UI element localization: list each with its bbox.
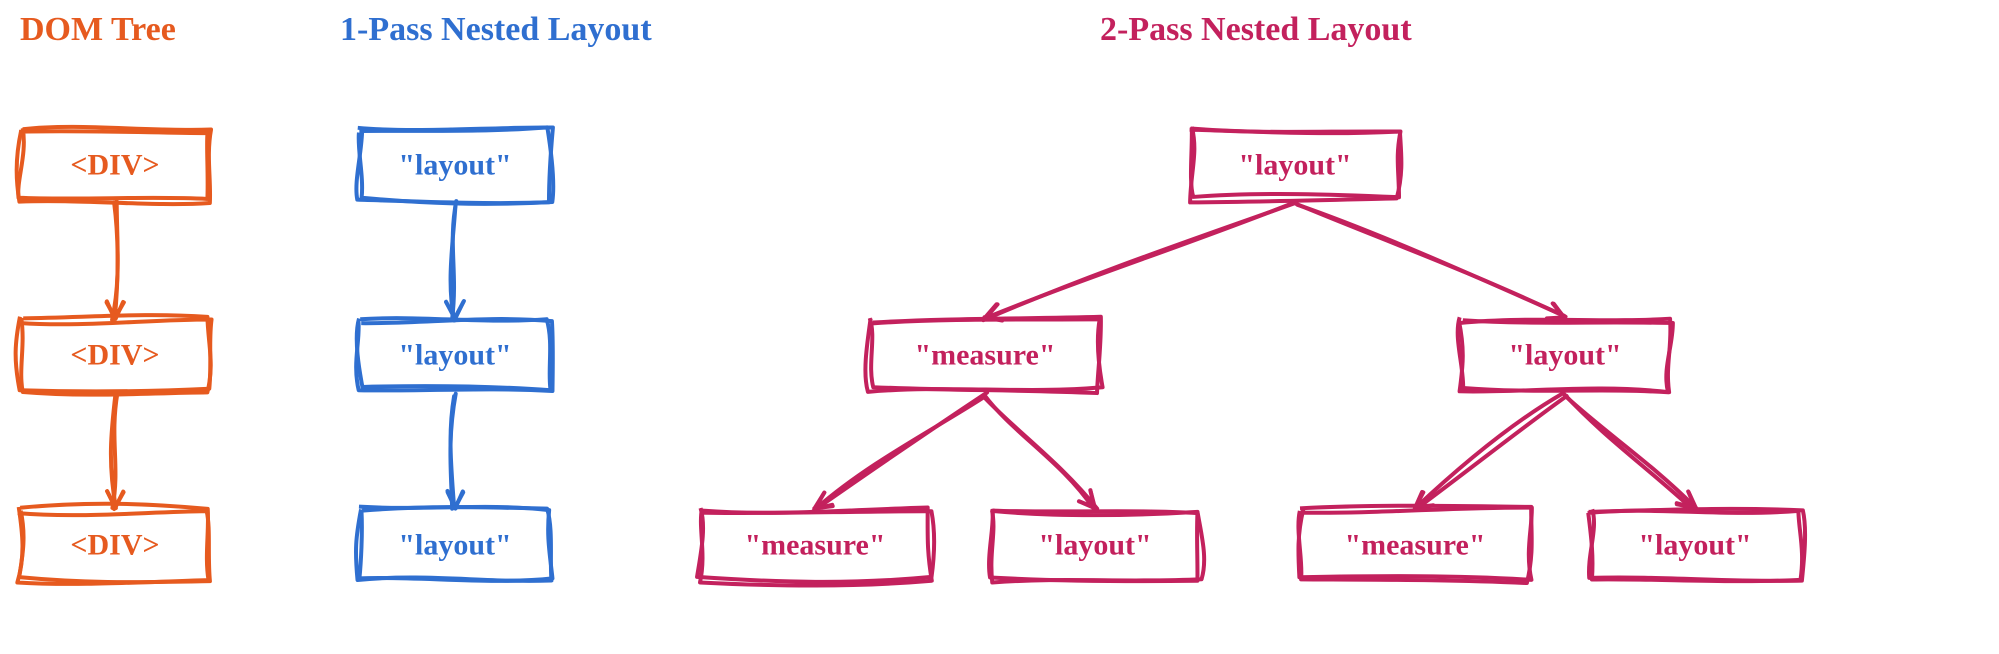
node-p2-label: "layout" <box>398 529 511 562</box>
edge-t1-t4 <box>983 395 1097 509</box>
edge-t0-t2 <box>1296 204 1565 320</box>
node-d0-label: <DIV> <box>70 149 159 182</box>
node-d1-label: <DIV> <box>70 339 159 372</box>
edge-p0-p1 <box>446 201 464 320</box>
node-p1-label: "layout" <box>398 339 511 372</box>
node-t2-label: "layout" <box>1508 339 1621 372</box>
dom-tree-title: DOM Tree <box>20 11 176 48</box>
node-t1-label: "measure" <box>914 339 1055 372</box>
one-pass-title: 1-Pass Nested Layout <box>340 11 652 48</box>
edge-d1-d2 <box>107 393 123 509</box>
edge-p1-p2 <box>448 394 464 509</box>
edge-t2-t6 <box>1564 394 1696 510</box>
edge-t0-t1 <box>983 202 1297 321</box>
two-pass-title: 2-Pass Nested Layout <box>1100 11 1412 48</box>
node-t3-label: "measure" <box>744 529 885 562</box>
edge-t1-t3 <box>814 393 987 511</box>
node-t4-label: "layout" <box>1038 529 1151 562</box>
node-p0-label: "layout" <box>398 149 511 182</box>
edge-t2-t5 <box>1415 393 1567 508</box>
node-t6-label: "layout" <box>1638 529 1751 562</box>
node-t0-label: "layout" <box>1238 149 1351 182</box>
edge-d0-d1 <box>107 201 124 320</box>
node-t5-label: "measure" <box>1344 529 1485 562</box>
node-d2-label: <DIV> <box>70 529 159 562</box>
